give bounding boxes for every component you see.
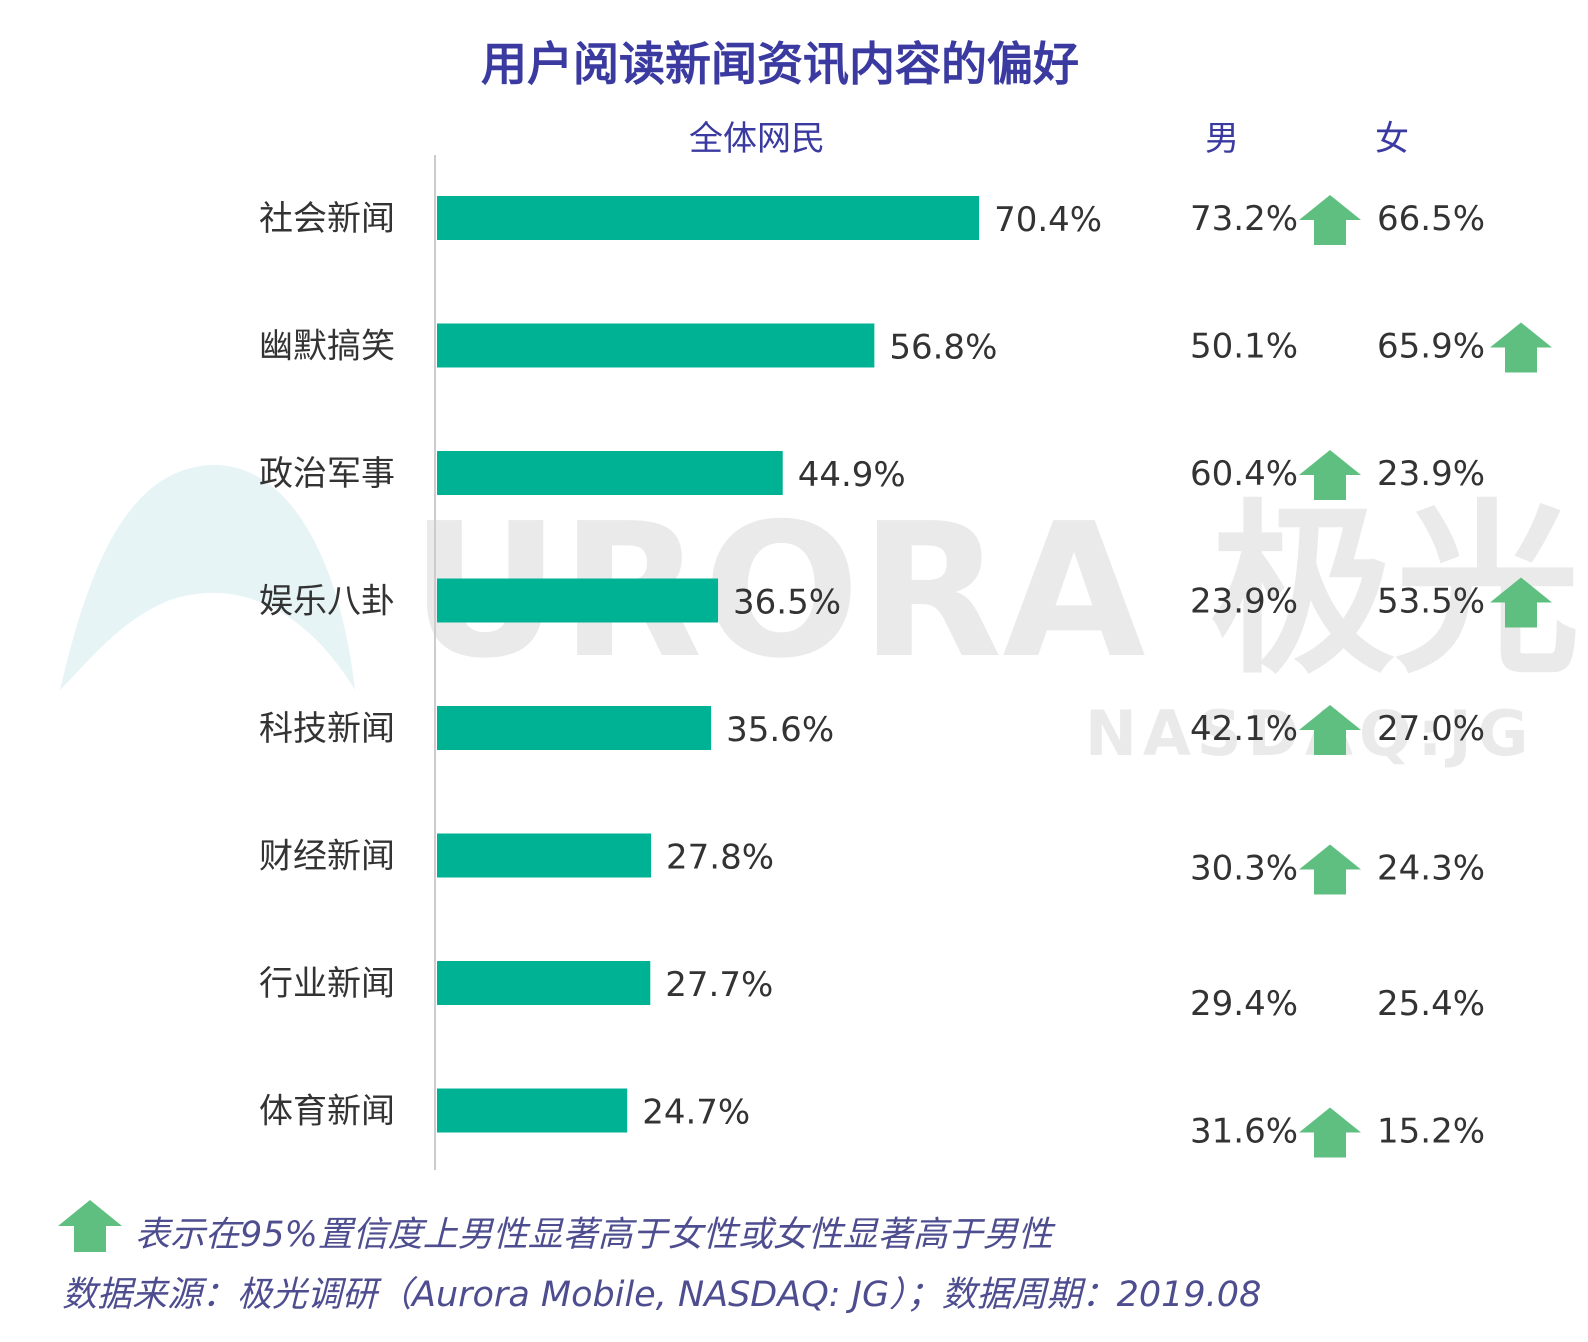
male-value: 31.6% <box>1190 1112 1298 1152</box>
category-label: 幽默搞笑 <box>259 327 395 367</box>
female-value: 25.4% <box>1377 984 1485 1024</box>
female-value: 24.3% <box>1377 849 1485 889</box>
bar-value-label: 35.6% <box>726 710 834 750</box>
bar-value-label: 70.4% <box>994 200 1102 240</box>
female-value: 53.5% <box>1377 582 1485 622</box>
male-value: 60.4% <box>1190 454 1298 494</box>
female-value: 23.9% <box>1377 454 1485 494</box>
male-significance-arrow-icon <box>1299 844 1361 895</box>
male-value: 42.1% <box>1190 709 1298 749</box>
female-significance-arrow-icon <box>1490 322 1552 373</box>
bar <box>437 706 712 750</box>
significance-arrow-icon <box>58 1200 122 1252</box>
bar <box>437 451 783 495</box>
bar-value-label: 27.7% <box>665 965 773 1005</box>
header-all: 全体网民 <box>689 119 825 159</box>
bar <box>437 196 980 240</box>
source-text: 数据来源：极光调研（Aurora Mobile, NASDAQ: JG）；数据周… <box>62 1275 1262 1315</box>
female-value: 66.5% <box>1377 199 1485 239</box>
category-label: 行业新闻 <box>259 964 395 1004</box>
header-male: 男 <box>1205 119 1239 159</box>
bar <box>437 833 652 878</box>
male-significance-arrow-icon <box>1299 450 1361 500</box>
female-significance-arrow-icon <box>1490 577 1552 628</box>
bar <box>437 323 875 368</box>
bar <box>437 1088 628 1133</box>
header-female: 女 <box>1375 119 1409 159</box>
legend-text: 表示在95%置信度上男性显著高于女性或女性显著高于男性 <box>135 1215 1053 1255</box>
bar-value-label: 56.8% <box>889 328 997 368</box>
male-value: 30.3% <box>1190 849 1298 889</box>
male-value: 73.2% <box>1190 199 1298 239</box>
category-label: 财经新闻 <box>259 837 395 877</box>
category-label: 娱乐八卦 <box>259 582 395 622</box>
category-label: 政治军事 <box>259 454 395 494</box>
male-significance-arrow-icon <box>1299 1107 1361 1158</box>
chart-title: 用户阅读新闻资讯内容的偏好 <box>481 37 1079 91</box>
female-value: 65.9% <box>1377 327 1485 367</box>
bar <box>437 961 651 1005</box>
bar-value-label: 36.5% <box>733 583 841 623</box>
category-label: 体育新闻 <box>259 1092 395 1132</box>
watermark-sub: NASDAQ:JG <box>1085 697 1534 770</box>
female-value: 27.0% <box>1377 709 1485 749</box>
watermark: URORA 极光 NASDAQ:JG <box>60 464 1580 770</box>
bar-value-label: 24.7% <box>642 1093 750 1133</box>
category-label: 科技新闻 <box>259 709 395 749</box>
bar <box>437 578 719 623</box>
male-significance-arrow-icon <box>1299 195 1361 245</box>
bar-value-label: 44.9% <box>798 455 906 495</box>
category-label: 社会新闻 <box>259 199 395 239</box>
male-value: 29.4% <box>1190 984 1298 1024</box>
female-value: 15.2% <box>1377 1112 1485 1152</box>
male-significance-arrow-icon <box>1299 705 1361 755</box>
watermark-logo-shape <box>60 464 355 690</box>
male-value: 23.9% <box>1190 582 1298 622</box>
bar-value-label: 27.8% <box>666 838 774 878</box>
male-value: 50.1% <box>1190 327 1298 367</box>
